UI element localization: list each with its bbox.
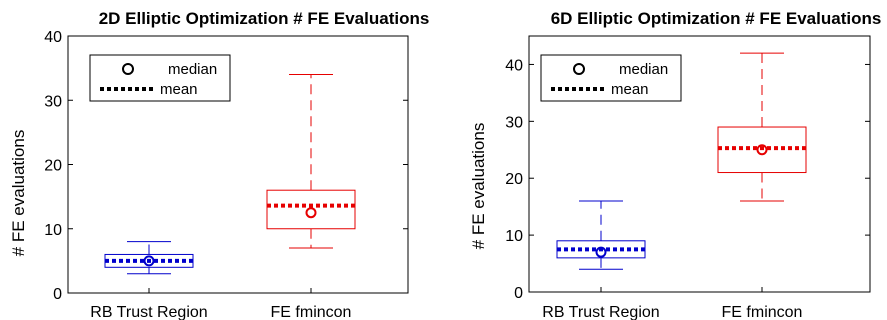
box-fe-fmincon (266, 74, 356, 249)
y-tick-label: 30 (44, 93, 62, 110)
y-tick-label: 20 (44, 158, 62, 175)
legend-mean-label: mean (160, 81, 198, 98)
median-marker (756, 144, 768, 156)
legend-box (89, 54, 231, 102)
y-tick-label: 10 (505, 228, 523, 245)
box-fe-fmincon (717, 52, 807, 202)
axes-frame (67, 35, 409, 294)
y-ticks: 0 10 20 30 40 (44, 29, 408, 303)
y-tick-label: 30 (505, 114, 523, 131)
box-plots (104, 74, 356, 275)
x-tick-label: RB Trust Region (542, 304, 659, 320)
y-ticks: 0 10 20 30 40 (505, 57, 870, 302)
y-tick-label: 10 (44, 222, 62, 239)
x-tick-label: FE fmincon (722, 304, 803, 320)
x-tick-label: FE fmincon (271, 304, 352, 320)
x-ticks: RB Trust Region FE fmincon (542, 287, 802, 320)
legend-median-label: median (619, 61, 668, 78)
y-tick-label: 40 (44, 29, 62, 46)
legend-mean-label: mean (611, 81, 649, 98)
legend-median-marker (122, 63, 134, 75)
iqr-box (266, 189, 356, 230)
y-axis-label: # FE evaluations (9, 130, 28, 257)
legend-box (540, 54, 682, 102)
chart-title: 2D Elliptic Optimization # FE Evaluation… (99, 9, 430, 28)
box-rb-trust-region (556, 200, 646, 270)
legend: median mean (540, 54, 682, 102)
legend-median-label: median (168, 61, 217, 78)
legend: median mean (89, 54, 231, 102)
x-tick-label: RB Trust Region (90, 304, 207, 320)
axes-frame (528, 35, 871, 293)
y-tick-label: 0 (514, 285, 523, 302)
median-marker (305, 207, 317, 219)
box-plots (556, 52, 807, 270)
y-tick-label: 40 (505, 57, 523, 74)
x-ticks: RB Trust Region FE fmincon (90, 288, 351, 320)
chart-2d-elliptic: 2D Elliptic Optimization # FE Evaluation… (9, 9, 429, 320)
chart-6d-elliptic: 6D Elliptic Optimization # FE Evaluation… (469, 9, 881, 320)
box-rb-trust-region (104, 241, 194, 275)
y-tick-label: 0 (53, 286, 62, 303)
y-tick-label: 20 (505, 171, 523, 188)
median-marker (595, 246, 607, 258)
chart-title: 6D Elliptic Optimization # FE Evaluation… (551, 9, 882, 28)
y-axis-label: # FE evaluations (469, 123, 488, 250)
median-marker (143, 255, 155, 267)
legend-median-marker (573, 63, 585, 75)
